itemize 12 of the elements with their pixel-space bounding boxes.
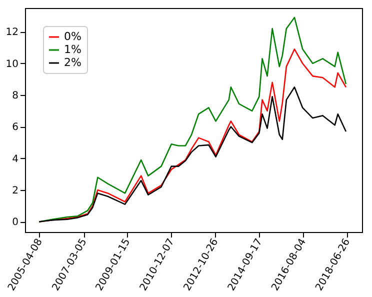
line-series <box>38 16 347 222</box>
legend-label: 1% <box>64 43 82 56</box>
legend-label: 0% <box>64 30 82 43</box>
y-tick-label: 4 <box>12 154 18 165</box>
legend-label: 2% <box>64 56 82 69</box>
y-tick-label: 2 <box>12 186 18 197</box>
y-tick-label: 0 <box>12 217 18 228</box>
y-tick-label: 10 <box>6 58 18 70</box>
y-tick-label: 8 <box>12 90 18 102</box>
line-series <box>38 86 347 222</box>
y-tick-label: 6 <box>12 122 18 134</box>
y-tick-label: 12 <box>6 27 18 38</box>
